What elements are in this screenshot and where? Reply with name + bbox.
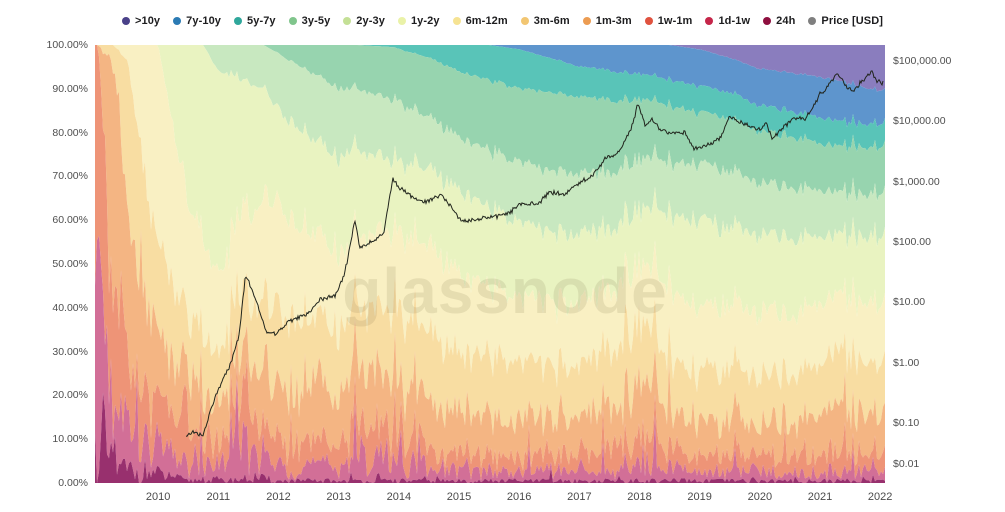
percent-tick-label: 50.00% — [52, 258, 88, 270]
chart-plot-area[interactable]: glassnode — [95, 45, 885, 483]
band-3m-6m — [95, 45, 885, 440]
glassnode-watermark: glassnode — [342, 255, 668, 327]
percent-tick-label: 20.00% — [52, 389, 88, 402]
legend-label: 2y-3y — [356, 15, 385, 27]
legend-dot-icon — [288, 17, 297, 25]
legend-label: 1d-1w — [718, 15, 751, 27]
band-2y-3y — [95, 45, 885, 250]
price-tick-label: $100.00 — [893, 235, 931, 248]
legend-dot-icon — [644, 17, 653, 25]
band-7y-10y — [95, 45, 885, 128]
legend-item-3y-5y[interactable]: 3y-5y — [288, 15, 331, 27]
legend-label: 7y-10y — [186, 15, 222, 27]
band-1m-3m — [95, 45, 885, 471]
chart-legend: >10y 7y-10y 5y-7y 3y-5y 2y-3y 1y-2y 6m-12m 3m-6… — [0, 10, 1005, 32]
legend-item-price-usd-[interactable]: Price [USD] — [808, 15, 883, 27]
legend-item-1m-3m[interactable]: 1m-3m — [582, 15, 632, 27]
band-3y-5y — [95, 45, 885, 203]
legend-dot-icon — [397, 17, 406, 25]
year-tick-label: 2016 — [506, 491, 532, 503]
legend-dot-icon — [121, 17, 130, 25]
legend-dot-icon — [520, 17, 529, 25]
percent-tick-label: 100.00% — [46, 39, 88, 51]
legend-dot-icon — [763, 17, 772, 25]
legend-label: 24h — [776, 15, 796, 27]
legend-label: 5y-7y — [247, 15, 276, 27]
legend-label: >10y — [134, 15, 161, 27]
year-tick-label: 2014 — [386, 491, 412, 503]
band-6m-12m — [95, 45, 885, 393]
price-tick-label: $100,000.00 — [893, 55, 952, 67]
legend-label: 1y-2y — [410, 15, 440, 27]
year-tick-label: 2020 — [747, 491, 773, 503]
band-1d-1w — [95, 235, 885, 483]
legend-item-6m-12m[interactable]: 6m-12m — [452, 15, 508, 27]
price-tick-label: $10.00 — [893, 296, 926, 309]
legend-item-5y-7y[interactable]: 5y-7y — [234, 15, 276, 27]
legend-item-24h[interactable]: 24h — [763, 15, 795, 27]
price-line — [185, 70, 884, 437]
legend-item-7y-10y[interactable]: 7y-10y — [173, 15, 221, 27]
legend-item-1y-2y[interactable]: 1y-2y — [397, 15, 440, 27]
legend-label: 1w-1m — [657, 15, 693, 27]
price-tick-label: $1,000.00 — [893, 175, 940, 188]
percent-tick-label: 0.00% — [58, 477, 88, 489]
year-tick-label: 2011 — [206, 491, 231, 503]
band--10y — [95, 45, 885, 92]
percent-tick-label: 60.00% — [52, 214, 88, 227]
year-tick-label: 2012 — [266, 491, 291, 503]
band-5y-7y — [95, 45, 885, 153]
legend-item-2y-3y[interactable]: 2y-3y — [343, 15, 385, 27]
legend-dot-icon — [173, 17, 182, 25]
legend-item-1d-1w[interactable]: 1d-1w — [705, 15, 750, 27]
legend-item--10y[interactable]: >10y — [121, 15, 161, 27]
legend-item-1w-1m[interactable]: 1w-1m — [644, 15, 693, 27]
legend-dot-icon — [705, 17, 714, 25]
legend-label: Price [USD] — [821, 15, 884, 27]
legend-item-3m-6m[interactable]: 3m-6m — [520, 15, 570, 27]
percent-tick-label: 90.00% — [52, 82, 88, 95]
percent-tick-label: 70.00% — [52, 170, 88, 183]
year-tick-label: 2010 — [145, 491, 171, 503]
year-tick-label: 2021 — [807, 491, 833, 503]
price-tick-label: $0.10 — [893, 416, 920, 429]
year-tick-label: 2018 — [627, 491, 652, 503]
legend-dot-icon — [808, 17, 817, 25]
legend-label: 6m-12m — [465, 15, 508, 27]
percent-tick-label: 30.00% — [52, 345, 88, 358]
legend-label: 1m-3m — [595, 15, 632, 27]
year-tick-label: 2013 — [326, 491, 351, 503]
legend-dot-icon — [452, 17, 461, 25]
legend-dot-icon — [582, 17, 591, 25]
percent-tick-label: 80.00% — [52, 126, 88, 139]
legend-dot-icon — [343, 17, 352, 25]
percent-tick-label: 40.00% — [52, 301, 88, 314]
legend-dot-icon — [234, 17, 243, 25]
band-1y-2y — [95, 45, 885, 326]
percent-tick-label: 10.00% — [52, 433, 88, 446]
year-tick-label: 2017 — [567, 491, 592, 503]
price-tick-label: $0.01 — [893, 458, 920, 470]
year-tick-label: 2019 — [687, 491, 712, 503]
year-tick-label: 2015 — [446, 491, 472, 503]
legend-label: 3y-5y — [301, 15, 331, 27]
price-tick-label: $10,000.00 — [893, 115, 946, 128]
band-1w-1m — [95, 45, 885, 481]
year-tick-label: 2022 — [867, 491, 893, 503]
legend-label: 3m-6m — [533, 15, 570, 27]
price-tick-label: $1.00 — [893, 356, 920, 369]
